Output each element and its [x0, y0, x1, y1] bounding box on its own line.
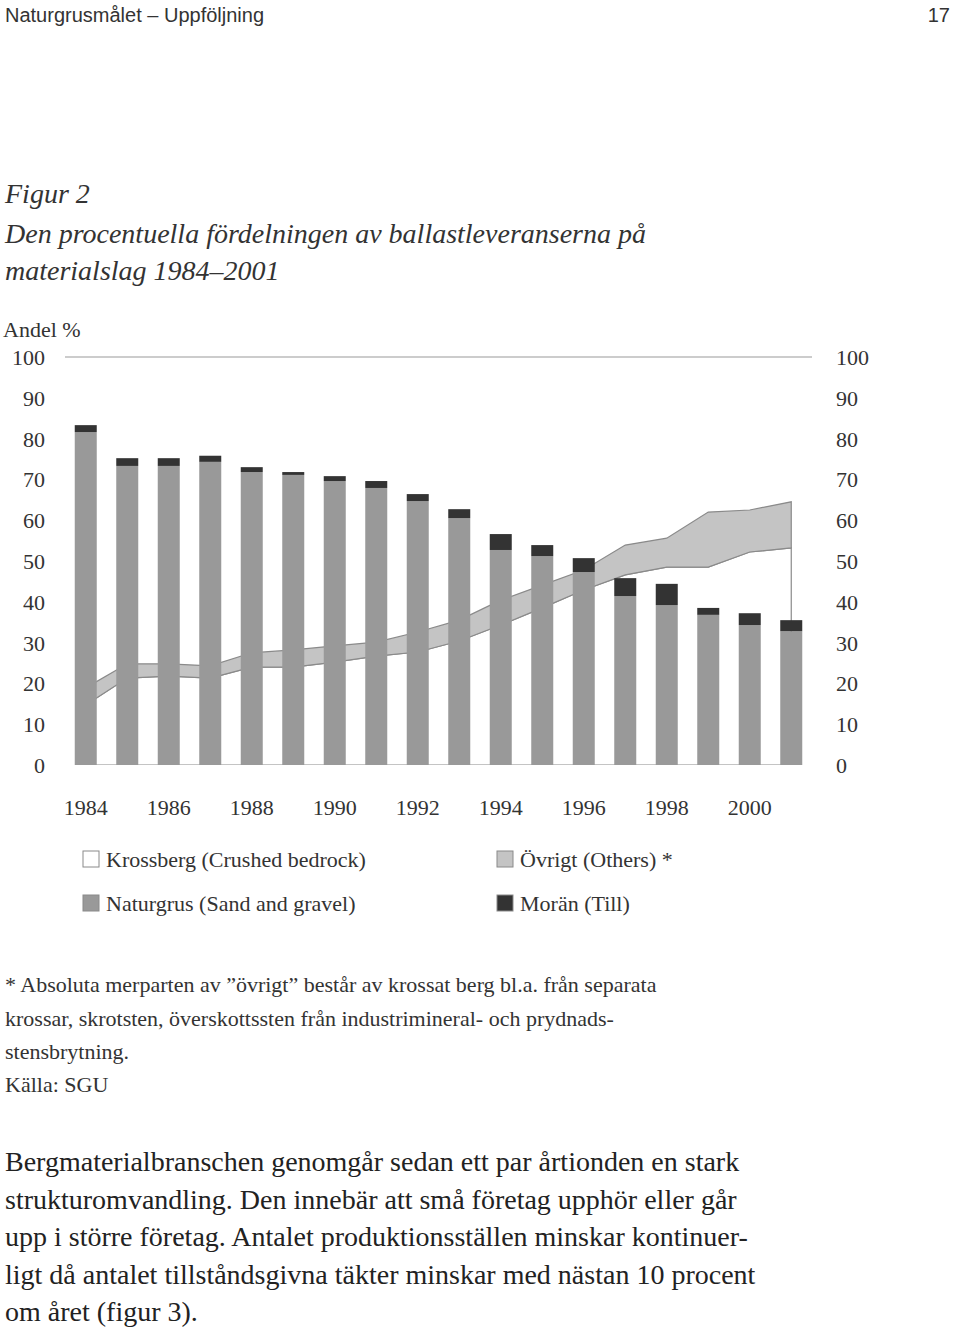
page-number: 17 [928, 4, 950, 26]
x-tick-label: 1998 [645, 795, 689, 820]
x-tick-label: 1984 [64, 795, 108, 820]
bar [241, 472, 263, 765]
x-tick-label: 1990 [313, 795, 357, 820]
y-tick-label-right: 70 [836, 467, 858, 492]
y-tick-label-right: 60 [836, 508, 858, 533]
y-tick-label: 50 [23, 549, 45, 574]
y-tick-label: 20 [23, 671, 45, 696]
legend-swatch [497, 895, 513, 911]
y-tick-label-right: 40 [836, 590, 858, 615]
x-tick-label: 1986 [147, 795, 191, 820]
bar [656, 584, 678, 605]
bar [324, 481, 346, 765]
bar [531, 556, 553, 765]
body-line: strukturomvandling. Den innebär att små … [5, 1184, 737, 1215]
legend-swatch [83, 895, 99, 911]
bar [75, 425, 97, 432]
bar [282, 472, 304, 475]
bar [448, 509, 470, 518]
y-tick-label-right: 80 [836, 427, 858, 452]
y-tick-label-right: 20 [836, 671, 858, 696]
bar [780, 620, 802, 631]
page: Naturgrusmålet – Uppföljning 17 Figur 2 Den… [0, 0, 960, 1332]
footnote-line: stensbrytning. [5, 1039, 129, 1064]
bar [739, 613, 761, 625]
bar [199, 462, 221, 765]
x-tick-label: 1988 [230, 795, 274, 820]
legend-label: Krossberg (Crushed bedrock) [106, 847, 366, 872]
bar [614, 578, 636, 596]
y-tick-label-right: 30 [836, 631, 858, 656]
figure-caption: materialslag 1984–2001 [5, 255, 280, 286]
x-tick-label: 1996 [562, 795, 606, 820]
bar [407, 494, 429, 501]
bar [158, 458, 180, 466]
figure-label: Figur 2 [4, 178, 90, 209]
bar [116, 458, 138, 466]
legend-swatch [83, 851, 99, 867]
area-band [86, 502, 792, 705]
legend-label: Övrigt (Others) * [520, 847, 673, 872]
bar [282, 475, 304, 765]
bar [407, 501, 429, 765]
bar [531, 545, 553, 556]
bar [75, 432, 97, 765]
bar [490, 534, 512, 550]
area-band [86, 548, 792, 765]
figure-caption: Den procentuella fördelningen av ballast… [4, 218, 646, 249]
y-tick-label-right: 50 [836, 549, 858, 574]
footnote-line: krossar, skrotsten, överskottssten från … [5, 1006, 614, 1031]
bar [656, 605, 678, 765]
bar [448, 518, 470, 765]
plot-area [75, 425, 803, 765]
bar [490, 550, 512, 765]
source: Källa: SGU [5, 1072, 108, 1097]
bar [573, 572, 595, 765]
bar [324, 476, 346, 481]
legend-label: Naturgrus (Sand and gravel) [106, 891, 355, 916]
bar [116, 466, 138, 765]
background [0, 0, 960, 1332]
y-tick-label-right: 90 [836, 386, 858, 411]
header-title: Naturgrusmålet – Uppföljning [5, 4, 264, 26]
bar [365, 481, 387, 488]
bar [697, 608, 719, 615]
bar [614, 596, 636, 765]
body-line: ligt då antalet tillståndsgivna täkter m… [5, 1259, 756, 1290]
bar [697, 615, 719, 765]
x-tick-label: 2000 [728, 795, 772, 820]
plot-frame-top [65, 357, 812, 358]
footnote-line: * Absoluta merparten av ”övrigt” består … [5, 972, 657, 997]
y-tick-label: 70 [23, 467, 45, 492]
bar [573, 558, 595, 572]
y-tick-label: 100 [12, 345, 45, 370]
bar [780, 631, 802, 765]
bar [241, 467, 263, 472]
y-tick-label: 90 [23, 386, 45, 411]
bar [365, 488, 387, 765]
y-tick-label-right: 0 [836, 753, 847, 778]
y-tick-label: 30 [23, 631, 45, 656]
y-tick-label: 0 [34, 753, 45, 778]
body-line: om året (figur 3). [5, 1296, 198, 1327]
y-tick-label: 40 [23, 590, 45, 615]
y-tick-label: 60 [23, 508, 45, 533]
x-tick-label: 1992 [396, 795, 440, 820]
bar [158, 466, 180, 765]
body-line: upp i större företag. Antalet produktion… [5, 1221, 748, 1252]
y-tick-label-right: 10 [836, 712, 858, 737]
legend-swatch [497, 851, 513, 867]
x-tick-label: 1994 [479, 795, 523, 820]
bar [199, 456, 221, 462]
y-axis-label: Andel % [3, 317, 81, 342]
legend-label: Morän (Till) [520, 891, 630, 916]
y-tick-label: 10 [23, 712, 45, 737]
body-line: Bergmaterialbranschen genomgår sedan ett… [5, 1146, 739, 1177]
y-tick-label: 80 [23, 427, 45, 452]
y-tick-label-right: 100 [836, 345, 869, 370]
bar [739, 625, 761, 765]
